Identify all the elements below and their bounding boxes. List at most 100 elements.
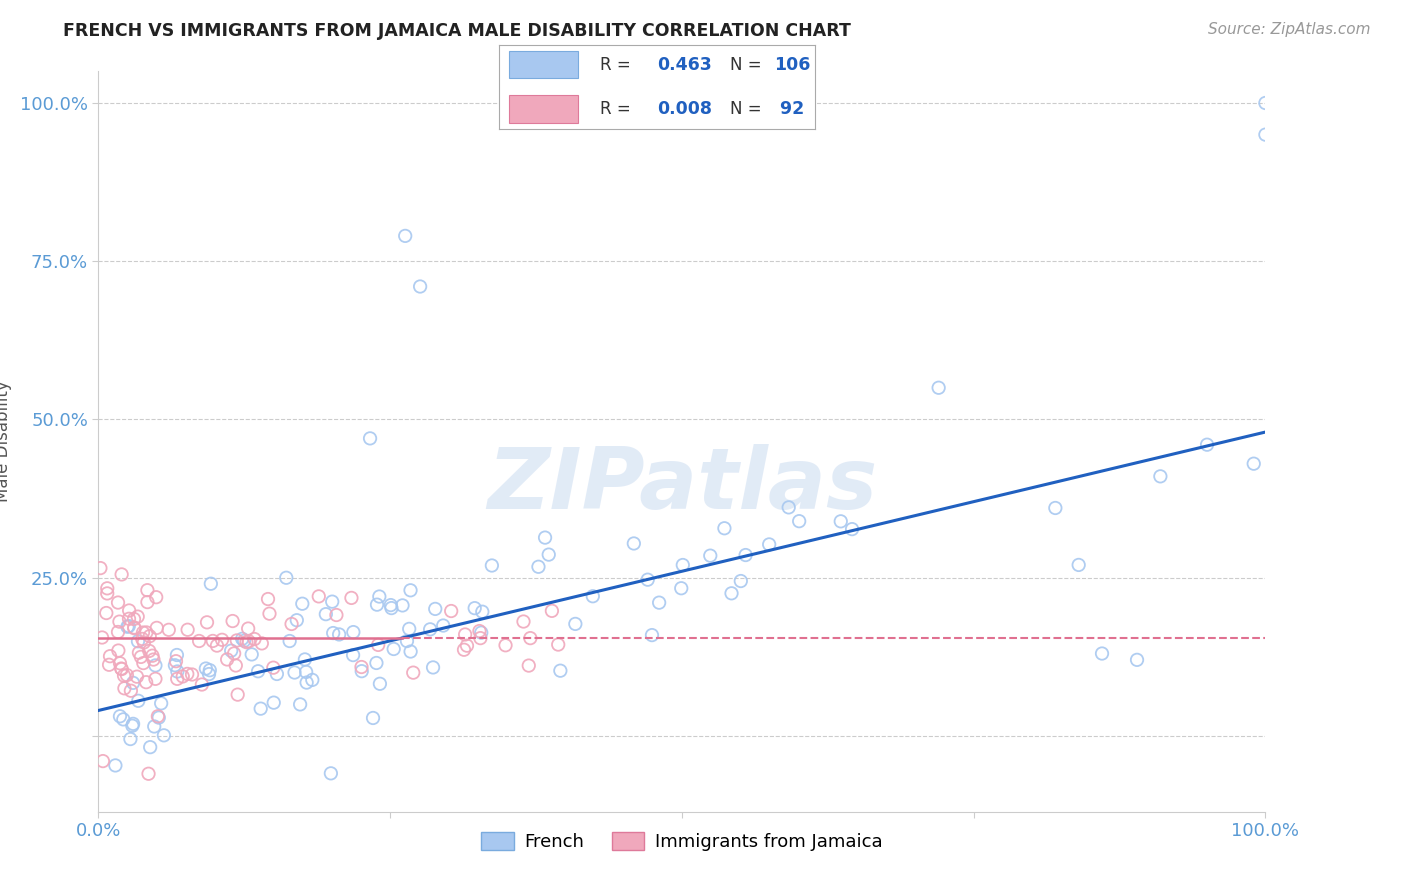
Point bbox=[153, 728, 176, 742]
Point bbox=[198, 667, 221, 681]
Point bbox=[361, 711, 384, 725]
Point bbox=[139, 740, 162, 755]
Point bbox=[111, 567, 134, 582]
Point bbox=[340, 591, 363, 605]
Point bbox=[1045, 500, 1067, 515]
Point bbox=[122, 716, 145, 731]
Point bbox=[456, 639, 478, 653]
Point bbox=[129, 649, 152, 664]
Point bbox=[117, 620, 139, 634]
Point bbox=[288, 698, 311, 712]
Point bbox=[402, 665, 425, 680]
Point bbox=[399, 583, 422, 598]
Point bbox=[219, 643, 242, 657]
Point bbox=[294, 652, 316, 666]
Point bbox=[1149, 469, 1171, 483]
Point bbox=[235, 635, 257, 649]
Point bbox=[425, 602, 447, 616]
Text: 0.463: 0.463 bbox=[657, 56, 711, 74]
Point bbox=[342, 625, 364, 640]
Point bbox=[122, 676, 145, 690]
Point bbox=[238, 622, 260, 636]
Point bbox=[280, 617, 302, 632]
Point bbox=[138, 766, 160, 780]
Point bbox=[132, 656, 155, 670]
Point bbox=[198, 663, 221, 677]
Point bbox=[112, 712, 135, 726]
Point bbox=[122, 621, 145, 635]
Point bbox=[481, 558, 503, 573]
Point bbox=[541, 604, 564, 618]
Text: Source: ZipAtlas.com: Source: ZipAtlas.com bbox=[1208, 22, 1371, 37]
Point bbox=[125, 670, 148, 684]
Point bbox=[145, 591, 167, 605]
Point bbox=[112, 681, 135, 696]
Text: R =: R = bbox=[600, 56, 637, 74]
Point bbox=[98, 657, 121, 672]
Point bbox=[132, 635, 155, 649]
Point bbox=[534, 531, 557, 545]
Point bbox=[249, 701, 271, 715]
Point bbox=[135, 675, 157, 690]
Point bbox=[217, 652, 239, 666]
Text: 0.008: 0.008 bbox=[657, 100, 713, 118]
Point bbox=[176, 666, 198, 681]
Point bbox=[547, 638, 569, 652]
Point bbox=[322, 626, 344, 640]
Bar bbox=[509, 52, 578, 78]
Point bbox=[118, 619, 141, 633]
Point bbox=[263, 696, 285, 710]
Point bbox=[266, 667, 288, 681]
Bar bbox=[509, 95, 578, 122]
Point bbox=[257, 592, 280, 607]
Point bbox=[141, 648, 163, 663]
Text: N =: N = bbox=[730, 56, 762, 74]
Point bbox=[564, 616, 586, 631]
Point bbox=[226, 688, 249, 702]
Point bbox=[200, 576, 222, 591]
Point bbox=[720, 586, 742, 600]
Point bbox=[120, 732, 142, 747]
Point bbox=[131, 632, 153, 646]
Point bbox=[91, 754, 114, 768]
Point bbox=[238, 634, 260, 648]
Point bbox=[111, 662, 134, 676]
Point bbox=[127, 634, 149, 648]
Point bbox=[98, 649, 121, 664]
Point bbox=[283, 665, 305, 680]
Point bbox=[225, 633, 247, 648]
Point bbox=[342, 648, 364, 662]
Point bbox=[328, 627, 350, 641]
Point bbox=[262, 661, 284, 675]
Point bbox=[841, 522, 863, 536]
Point bbox=[648, 596, 671, 610]
Point bbox=[132, 625, 155, 640]
Text: 92: 92 bbox=[775, 100, 804, 118]
Point bbox=[359, 431, 381, 445]
Point bbox=[440, 604, 463, 618]
Point bbox=[172, 669, 194, 683]
Point bbox=[166, 672, 188, 686]
Point bbox=[163, 658, 186, 673]
Point bbox=[231, 632, 253, 646]
Point bbox=[325, 607, 347, 622]
Point bbox=[150, 696, 173, 710]
Point bbox=[115, 668, 138, 682]
Point bbox=[138, 644, 160, 658]
Point bbox=[380, 601, 402, 615]
Point bbox=[194, 661, 217, 675]
Point bbox=[537, 548, 560, 562]
Point bbox=[96, 582, 118, 596]
Point bbox=[1254, 128, 1277, 142]
Point bbox=[468, 624, 491, 638]
Point bbox=[527, 559, 550, 574]
Point bbox=[1254, 95, 1277, 110]
Legend: French, Immigrants from Jamaica: French, Immigrants from Jamaica bbox=[474, 824, 890, 858]
Point bbox=[191, 677, 214, 691]
Point bbox=[319, 766, 342, 780]
Point bbox=[96, 606, 118, 620]
Point bbox=[398, 622, 420, 636]
Point bbox=[382, 642, 405, 657]
Point bbox=[470, 625, 492, 640]
Y-axis label: Male Disability: Male Disability bbox=[0, 381, 11, 502]
